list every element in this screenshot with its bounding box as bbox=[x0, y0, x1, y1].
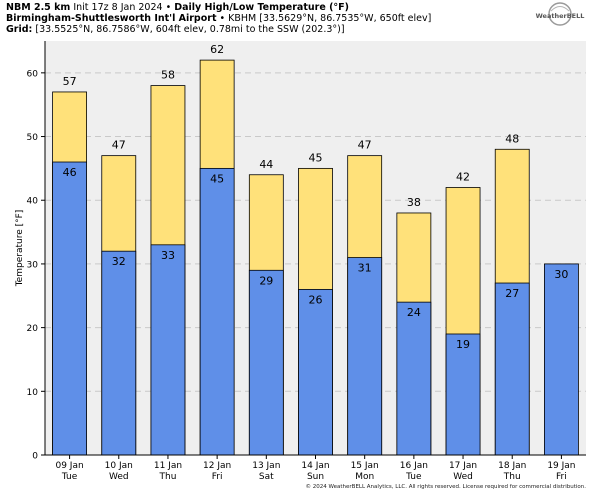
x-tick-date: 13 Jan bbox=[252, 461, 280, 471]
bars: 57 46 47 32 58 33 62 45 44 29 45 26 47 31 38 24 42 19 48 27… bbox=[45, 43, 586, 456]
copyright-notice: © 2024 WeatherBELL Analytics, LLC. All r… bbox=[305, 484, 586, 490]
high-value-label: 44 bbox=[259, 158, 273, 171]
high-value-label: 47 bbox=[112, 139, 126, 152]
y-tick-label: 0 bbox=[32, 452, 38, 462]
y-axis-label: Temperature [°F] bbox=[15, 210, 25, 288]
header-line-station: Birmingham-Shuttlesworth Int'l Airport •… bbox=[6, 13, 431, 24]
high-value-label: 58 bbox=[161, 69, 175, 82]
x-tick-date: 09 Jan bbox=[55, 461, 83, 471]
separator: • bbox=[219, 13, 226, 24]
low-value-label: 29 bbox=[259, 274, 273, 287]
y-tick-label: 60 bbox=[27, 69, 39, 79]
logo-text: WeatherBELL bbox=[536, 12, 585, 20]
x-tick-day: Mon bbox=[355, 472, 374, 482]
x-tick-date: 12 Jan bbox=[203, 461, 231, 471]
y-tick-label: 50 bbox=[27, 133, 39, 143]
low-bar bbox=[544, 263, 579, 456]
high-value-label: 57 bbox=[63, 75, 77, 88]
low-value-label: 27 bbox=[505, 287, 519, 300]
x-tick-day: Tue bbox=[405, 472, 422, 482]
y-tick-label: 30 bbox=[27, 260, 39, 270]
x-tick-date: 10 Jan bbox=[105, 461, 133, 471]
x-tick-date: 16 Jan bbox=[400, 461, 428, 471]
low-value-label: 30 bbox=[554, 268, 568, 281]
x-tick-day: Sat bbox=[259, 472, 274, 482]
low-bar bbox=[52, 161, 87, 456]
grid-details: [33.5525°N, 86.7586°W, 604ft elev, 0.78m… bbox=[35, 24, 345, 35]
low-value-label: 45 bbox=[210, 172, 224, 185]
high-value-label: 45 bbox=[309, 151, 323, 164]
high-value-label: 42 bbox=[456, 170, 470, 183]
low-value-label: 32 bbox=[112, 255, 126, 268]
low-value-label: 26 bbox=[309, 293, 323, 306]
x-tick-day: Wed bbox=[453, 472, 473, 482]
x-tick-day: Fri bbox=[556, 472, 567, 482]
grid-label: Grid: bbox=[6, 24, 33, 35]
high-value-label: 47 bbox=[358, 139, 372, 152]
model-name: NBM 2.5 km bbox=[6, 2, 71, 13]
product-title: Daily High/Low Temperature (°F) bbox=[174, 2, 350, 13]
x-tick-day: Sun bbox=[307, 472, 324, 482]
y-tick-label: 10 bbox=[27, 388, 39, 398]
high-value-label: 38 bbox=[407, 196, 421, 209]
high-value-label: 48 bbox=[505, 132, 519, 145]
station-details: KBHM [33.5629°N, 86.7535°W, 650ft elev] bbox=[228, 13, 432, 24]
x-tick-day: Thu bbox=[159, 472, 177, 482]
y-tick-label: 40 bbox=[27, 197, 39, 207]
x-tick-day: Fri bbox=[212, 472, 223, 482]
x-tick-date: 18 Jan bbox=[498, 461, 526, 471]
weatherbell-logo: WeatherBELL bbox=[536, 2, 585, 26]
x-tick-day: Thu bbox=[503, 472, 521, 482]
header-line-grid: Grid: [33.5525°N, 86.7586°W, 604ft elev,… bbox=[6, 24, 345, 35]
x-tick-day: Wed bbox=[109, 472, 129, 482]
y-axis: 0 10 20 30 40 50 60 bbox=[27, 41, 46, 462]
header-line-model: NBM 2.5 km Init 17z 8 Jan 2024 • Daily H… bbox=[6, 2, 349, 13]
low-bar bbox=[396, 301, 432, 456]
high-value-label: 62 bbox=[210, 43, 224, 56]
x-tick-date: 15 Jan bbox=[351, 461, 379, 471]
low-bar bbox=[248, 269, 284, 456]
low-value-label: 46 bbox=[63, 166, 77, 179]
station-name: Birmingham-Shuttlesworth Int'l Airport bbox=[6, 13, 217, 24]
x-tick-date: 17 Jan bbox=[449, 461, 477, 471]
x-tick-date: 19 Jan bbox=[547, 461, 575, 471]
x-tick-day: Tue bbox=[61, 472, 78, 482]
low-bar bbox=[347, 257, 383, 456]
separator: • bbox=[165, 2, 172, 13]
low-bar bbox=[150, 244, 186, 456]
x-tick-date: 14 Jan bbox=[301, 461, 329, 471]
low-bar bbox=[445, 333, 481, 456]
x-tick-date: 11 Jan bbox=[154, 461, 182, 471]
low-value-label: 24 bbox=[407, 306, 421, 319]
low-value-label: 19 bbox=[456, 338, 470, 351]
low-bar bbox=[494, 282, 530, 456]
init-time: Init 17z 8 Jan 2024 bbox=[73, 2, 163, 13]
low-bar bbox=[199, 167, 235, 456]
low-value-label: 33 bbox=[161, 249, 175, 262]
y-tick-label: 20 bbox=[27, 324, 39, 334]
low-bar bbox=[101, 250, 137, 456]
low-value-label: 31 bbox=[358, 262, 372, 275]
low-bar bbox=[298, 288, 333, 456]
